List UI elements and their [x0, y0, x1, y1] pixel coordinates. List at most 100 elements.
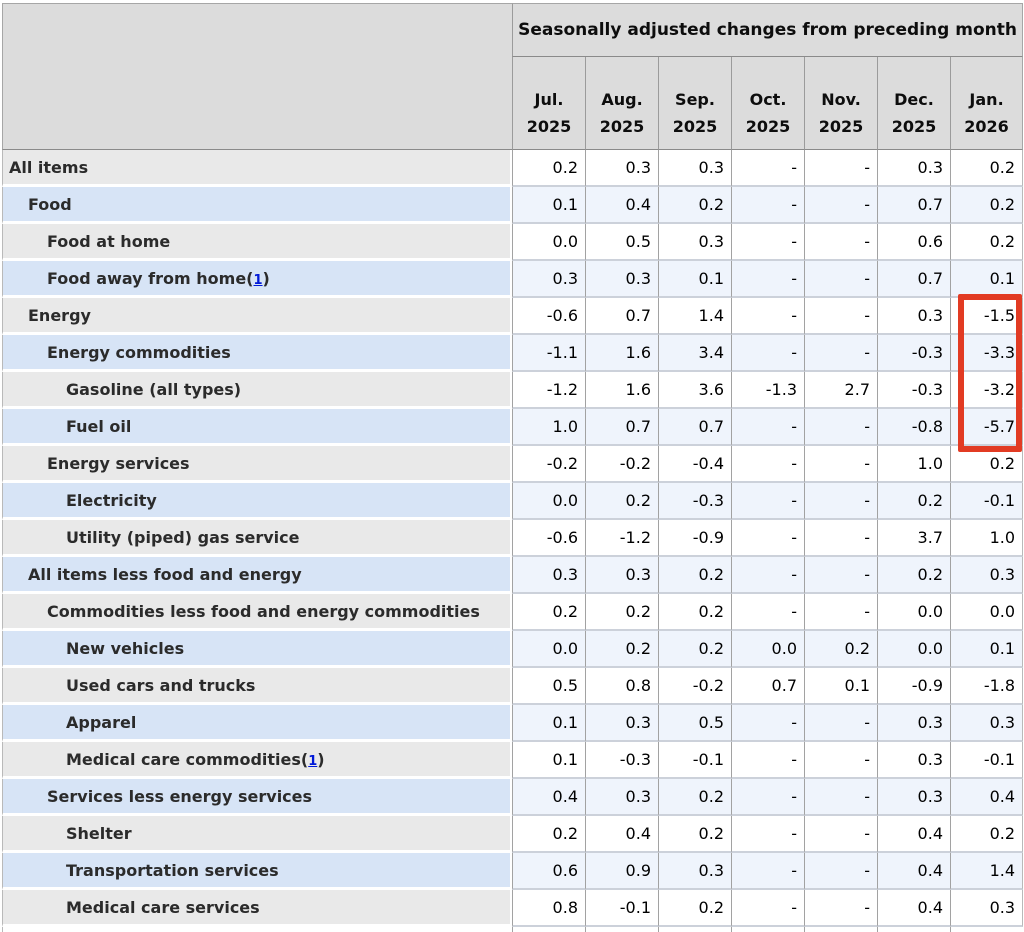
row-label: New vehicles — [2, 631, 512, 668]
table-row: Fuel oil 1.0 0.7 0.7- - -0.8 -5.7 — [2, 409, 1024, 446]
row-label-text: All items less food and energy — [28, 564, 302, 584]
value-cell: 0.5 — [585, 224, 658, 261]
value-cell: 1.6 — [585, 372, 658, 409]
row-label-text: Medical care services — [66, 897, 260, 917]
row-label: Commodities less food and energy commodi… — [2, 594, 512, 631]
value-cell: 0.2 — [512, 150, 585, 187]
value-cell: 0.3 — [512, 261, 585, 298]
value-cell: 0.3 — [658, 853, 731, 890]
value-cell: 0.3 — [877, 742, 950, 779]
month-header-row: Jul. 2025 Aug. 2025 Sep. 2025 Oct. 2025 Nov. 2025… — [2, 57, 1024, 150]
table-row: Medical care commodities(1) 0.1 -0.3 -0.1- -… — [2, 742, 1024, 779]
partial-row — [2, 927, 1024, 932]
row-label: Energy — [2, 298, 512, 335]
table-row: Shelter 0.2 0.4 0.2- -0.4 0.2 — [2, 816, 1024, 853]
value-cell: 0.0 — [512, 224, 585, 261]
value-cell: 0.2 — [585, 631, 658, 668]
value-cell: - — [804, 224, 877, 261]
value-cell: -3.3 — [950, 335, 1024, 372]
value-cell: 0.2 — [877, 557, 950, 594]
value-cell: -1.1 — [512, 335, 585, 372]
row-label-text: Apparel — [66, 712, 137, 732]
value-cell: 0.4 — [877, 853, 950, 890]
footnote-link[interactable]: 1 — [253, 272, 263, 288]
value-cell: - — [731, 261, 804, 298]
table-row: Medical care services 0.8 -0.1 0.2- -0.4 0.3 — [2, 890, 1024, 927]
value-cell: -0.1 — [658, 742, 731, 779]
value-cell: -0.1 — [950, 742, 1024, 779]
value-cell: 0.5 — [658, 705, 731, 742]
value-cell: - — [731, 483, 804, 520]
value-cell: 3.6 — [658, 372, 731, 409]
table-row: Gasoline (all types) -1.2 1.6 3.6 -1.3 2.7 -0.… — [2, 372, 1024, 409]
footnote-link[interactable]: 1 — [308, 753, 318, 769]
table-row: All items less food and energy 0.3 0.3 0.2-… — [2, 557, 1024, 594]
row-label-text: Medical care commodities — [66, 749, 301, 769]
table-row: New vehicles 0.0 0.2 0.2 0.0 0.2 0.0 0.1 — [2, 631, 1024, 668]
row-label: Gasoline (all types) — [2, 372, 512, 409]
value-cell: - — [804, 150, 877, 187]
value-cell: 0.0 — [512, 483, 585, 520]
value-cell: - — [804, 890, 877, 927]
partial-value-cell — [658, 927, 731, 932]
value-cell: 0.1 — [950, 261, 1024, 298]
row-label: Shelter — [2, 816, 512, 853]
value-cell: 3.7 — [877, 520, 950, 557]
value-cell: 1.4 — [658, 298, 731, 335]
value-cell: - — [731, 335, 804, 372]
value-cell: 0.8 — [512, 890, 585, 927]
span-header-row: Seasonally adjusted changes from precedi… — [2, 3, 1024, 150]
value-cell: 0.3 — [877, 298, 950, 335]
row-label: Apparel — [2, 705, 512, 742]
table-row: Apparel 0.1 0.3 0.5- -0.3 0.3 — [2, 705, 1024, 742]
row-label: Energy services — [2, 446, 512, 483]
value-cell: 0.1 — [658, 261, 731, 298]
value-cell: - — [731, 187, 804, 224]
value-cell: 1.6 — [585, 335, 658, 372]
value-cell: -1.8 — [950, 668, 1024, 705]
row-label: Medical care services — [2, 890, 512, 927]
value-cell: 0.2 — [658, 816, 731, 853]
value-cell: 0.3 — [877, 150, 950, 187]
value-cell: - — [804, 594, 877, 631]
table-row: All items 0.2 0.3 0.3- -0.3 0.2 — [2, 150, 1024, 187]
value-cell: 0.3 — [585, 779, 658, 816]
value-cell: - — [731, 446, 804, 483]
value-cell: 0.2 — [585, 483, 658, 520]
row-label-text: Fuel oil — [66, 416, 132, 436]
row-label-text: Shelter — [66, 823, 132, 843]
value-cell: 0.2 — [512, 594, 585, 631]
value-cell: -0.6 — [512, 298, 585, 335]
value-cell: 0.1 — [950, 631, 1024, 668]
value-cell: -0.2 — [585, 446, 658, 483]
value-cell: 0.0 — [877, 594, 950, 631]
value-cell: - — [731, 224, 804, 261]
footnote-paren: ) — [317, 749, 325, 769]
value-cell: -0.9 — [877, 668, 950, 705]
row-label: Used cars and trucks — [2, 668, 512, 705]
value-cell: 0.3 — [512, 557, 585, 594]
value-cell: -0.3 — [585, 742, 658, 779]
value-cell: -0.1 — [585, 890, 658, 927]
value-cell: 0.7 — [877, 187, 950, 224]
partial-value-cell — [877, 927, 950, 932]
value-cell: 0.2 — [950, 187, 1024, 224]
row-label-text: Energy commodities — [47, 342, 231, 362]
row-label-text: Energy services — [47, 453, 190, 473]
month-header: Dec. 2025 — [877, 57, 950, 150]
row-label: Transportation services — [2, 853, 512, 890]
value-cell: - — [804, 409, 877, 446]
value-cell: 0.4 — [512, 779, 585, 816]
value-cell: 0.4 — [585, 187, 658, 224]
row-label: All items less food and energy — [2, 557, 512, 594]
row-label: Energy commodities — [2, 335, 512, 372]
value-cell: -0.1 — [950, 483, 1024, 520]
value-cell: 0.0 — [731, 631, 804, 668]
value-cell: 0.3 — [585, 150, 658, 187]
value-cell: 0.8 — [585, 668, 658, 705]
value-cell: 0.4 — [877, 890, 950, 927]
value-cell: 0.7 — [877, 261, 950, 298]
value-cell: 0.2 — [512, 816, 585, 853]
value-cell: 0.1 — [512, 742, 585, 779]
